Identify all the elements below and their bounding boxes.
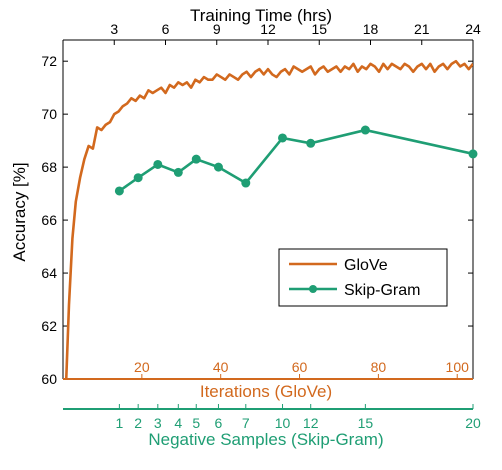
skipgram-tick-label: 20 bbox=[465, 415, 481, 431]
skip-gram-point bbox=[468, 149, 478, 159]
top-tick-label: 18 bbox=[363, 21, 379, 37]
skip-gram-point bbox=[114, 186, 124, 196]
skip-gram-point bbox=[278, 133, 288, 143]
top-axis-ticks: 3 6 9 12 15 18 21 24 bbox=[110, 21, 481, 45]
glove-tick-label: 20 bbox=[134, 359, 150, 375]
skipgram-tick-label: 3 bbox=[154, 415, 162, 431]
skipgram-tick-label: 7 bbox=[242, 415, 250, 431]
glove-tick-label: 100 bbox=[446, 359, 470, 375]
glove-axis-ticks: 20 40 60 80 100 bbox=[63, 359, 473, 380]
skipgram-tick-label: 4 bbox=[174, 415, 182, 431]
skipgram-tick-label: 1 bbox=[115, 415, 123, 431]
skip-gram-point bbox=[241, 178, 251, 188]
skip-gram-point bbox=[306, 138, 316, 148]
y-tick-label: 66 bbox=[41, 212, 57, 228]
skipgram-tick-label: 5 bbox=[192, 415, 200, 431]
series-line-skip-gram bbox=[118, 128, 473, 193]
skipgram-tick-label: 15 bbox=[358, 415, 374, 431]
skipgram-tick-label: 6 bbox=[215, 415, 223, 431]
glove-tick-label: 60 bbox=[292, 359, 308, 375]
y-tick-label: 70 bbox=[41, 106, 57, 122]
top-tick-label: 3 bbox=[110, 21, 118, 37]
series-layer bbox=[64, 59, 478, 379]
skipgram-axis-title: Negative Samples (Skip-Gram) bbox=[148, 430, 383, 449]
y-tick-label: 64 bbox=[41, 265, 57, 281]
glove-tick-label: 80 bbox=[371, 359, 387, 375]
skipgram-tick-label: 2 bbox=[134, 415, 142, 431]
skip-gram-point bbox=[173, 167, 183, 177]
top-tick-label: 15 bbox=[311, 21, 327, 37]
top-axis-title: Training Time (hrs) bbox=[190, 6, 332, 25]
top-tick-label: 6 bbox=[162, 21, 170, 37]
glove-axis-title: Iterations (GloVe) bbox=[200, 382, 332, 401]
skipgram-tick-label: 10 bbox=[275, 415, 291, 431]
top-tick-label: 12 bbox=[260, 21, 276, 37]
y-tick-label: 72 bbox=[41, 53, 57, 69]
skip-gram-point bbox=[191, 154, 201, 164]
skip-gram-point bbox=[360, 125, 370, 135]
plot-frame bbox=[62, 39, 474, 379]
y-tick-label: 68 bbox=[41, 159, 57, 175]
skipgram-axis-ticks: 1 2 3 4 5 6 7 10 12 15 20 bbox=[63, 404, 481, 431]
y-axis-title: Accuracy [%] bbox=[10, 162, 29, 261]
top-tick-label: 24 bbox=[465, 21, 481, 37]
y-tick-label: 60 bbox=[41, 371, 57, 387]
y-axis-ticks: 60 62 64 66 68 70 72 bbox=[41, 53, 473, 387]
skip-gram-point bbox=[213, 162, 223, 172]
top-tick-label: 21 bbox=[414, 21, 430, 37]
legend-label: GloVe bbox=[344, 257, 388, 274]
top-tick-label: 9 bbox=[213, 21, 221, 37]
skipgram-tick-label: 12 bbox=[303, 415, 319, 431]
legend: GloVe Skip-Gram bbox=[278, 248, 448, 307]
legend-marker bbox=[309, 285, 317, 293]
legend-box bbox=[278, 248, 448, 307]
y-tick-label: 62 bbox=[41, 318, 57, 334]
glove-tick-label: 40 bbox=[213, 359, 229, 375]
legend-label: Skip-Gram bbox=[344, 282, 420, 299]
series-line-glove bbox=[64, 59, 473, 379]
skip-gram-point bbox=[153, 159, 163, 169]
skip-gram-point bbox=[133, 173, 143, 183]
